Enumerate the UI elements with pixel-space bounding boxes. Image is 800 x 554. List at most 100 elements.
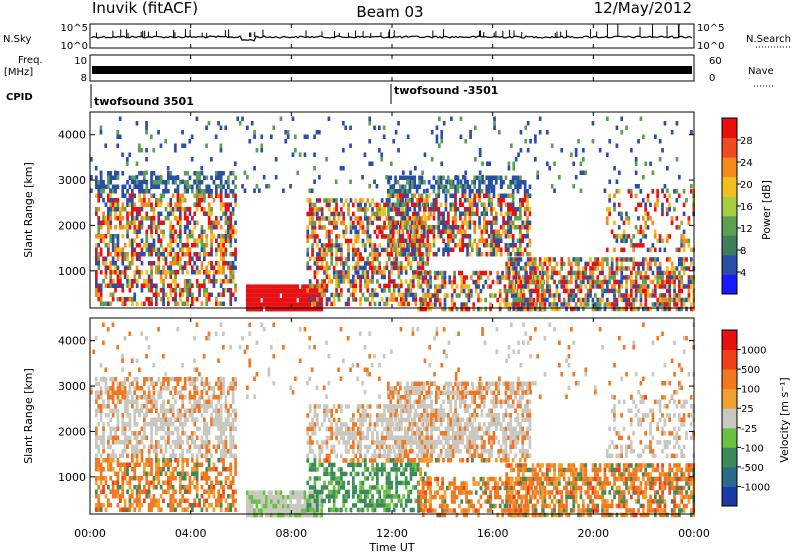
heatmap-cell	[229, 440, 233, 445]
heatmap-cell	[145, 471, 149, 476]
heatmap-cell	[514, 270, 518, 276]
heatmap-cell	[392, 243, 396, 248]
heatmap-cell	[107, 301, 110, 306]
heatmap-cell	[651, 257, 655, 262]
heatmap-cell	[627, 234, 631, 239]
heatmap-cell	[613, 284, 616, 289]
heatmap-cell	[111, 283, 115, 288]
heatmap-cell	[222, 234, 225, 239]
heatmap-cell	[466, 207, 469, 212]
heatmap-cell	[169, 422, 173, 427]
heatmap-cell	[426, 279, 430, 284]
heatmap-cell	[150, 503, 153, 508]
heatmap-cell	[403, 247, 407, 252]
heatmap-cell	[517, 306, 520, 312]
heatmap-cell	[191, 408, 194, 413]
heatmap-cell	[560, 302, 564, 307]
heatmap-cell	[649, 216, 652, 221]
heatmap-cell	[133, 207, 137, 212]
heatmap-cell	[229, 252, 233, 257]
heatmap-cell	[349, 179, 352, 184]
heatmap-cell	[126, 180, 129, 185]
heatmap-cell	[318, 297, 321, 303]
heatmap-cell	[368, 265, 372, 271]
heatmap-cell	[517, 284, 520, 289]
heatmap-cell	[560, 279, 564, 285]
heatmap-cell	[361, 256, 365, 262]
heatmap-cell	[594, 293, 597, 298]
heatmap-cell	[169, 462, 173, 467]
heatmap-cell	[174, 288, 177, 293]
heatmap-cell	[407, 261, 410, 266]
heatmap-cell	[289, 302, 292, 307]
heatmap-cell	[303, 284, 307, 289]
heatmap-cell	[181, 494, 185, 499]
heatmap-cell	[492, 207, 496, 212]
heatmap-cell	[418, 175, 421, 180]
heatmap-cell	[116, 435, 120, 440]
heatmap-cell	[174, 229, 177, 234]
heatmap-cell	[95, 211, 98, 216]
heatmap-cell	[387, 207, 390, 212]
heatmap-cell	[495, 216, 498, 221]
heatmap-cell	[485, 193, 489, 198]
heatmap-cell	[408, 243, 412, 248]
heatmap-cell	[344, 274, 348, 280]
heatmap-cell	[473, 220, 477, 225]
heatmap-cell	[641, 216, 645, 221]
heatmap-cell	[432, 225, 436, 230]
heatmap-cell	[205, 399, 209, 404]
heatmap-cell	[412, 292, 415, 298]
heatmap-cell	[682, 297, 686, 303]
heatmap-cell	[231, 292, 235, 297]
heatmap-cell	[487, 180, 491, 185]
heatmap-cell	[243, 188, 247, 193]
heatmap-cell	[95, 395, 98, 400]
heatmap-cell	[255, 184, 259, 189]
heatmap-cell	[99, 220, 103, 225]
heatmap-cell	[152, 381, 156, 386]
heatmap-cell	[438, 284, 442, 289]
heatmap-cell	[95, 256, 98, 261]
heatmap-cell	[207, 467, 211, 472]
heatmap-cell	[456, 229, 460, 234]
freq-trace	[92, 66, 692, 74]
heatmap-cell	[577, 288, 580, 294]
heatmap-cell	[396, 252, 400, 257]
heatmap-cell	[404, 198, 408, 203]
heatmap-cell	[207, 274, 211, 279]
heatmap-cell	[666, 188, 669, 193]
heatmap-cell	[550, 293, 554, 298]
heatmap-cell	[670, 279, 674, 285]
heatmap-cell	[642, 284, 645, 289]
heatmap-cell	[212, 180, 216, 185]
heatmap-cell	[159, 386, 163, 391]
heatmap-cell	[349, 220, 353, 226]
heatmap-cell	[131, 404, 134, 409]
heatmap-cell	[116, 238, 120, 243]
heatmap-cell	[618, 284, 621, 289]
heatmap-cell	[104, 476, 108, 481]
heatmap-cell	[553, 279, 556, 285]
heatmap-cell	[135, 121, 139, 126]
heatmap-cell	[186, 220, 189, 225]
heatmap-cell	[155, 449, 158, 454]
heatmap-cell	[632, 297, 636, 303]
heatmap-cell	[114, 170, 117, 175]
heatmap-cell	[434, 284, 437, 289]
heatmap-cell	[128, 386, 132, 391]
heatmap-cell	[95, 426, 98, 431]
heatmap-cell	[234, 198, 237, 203]
heatmap-cell	[622, 297, 626, 303]
heatmap-cell	[395, 297, 398, 302]
heatmap-cell	[258, 293, 261, 298]
heatmap-cell	[229, 494, 233, 499]
heatmap-cell	[495, 234, 498, 239]
heatmap-cell	[400, 198, 403, 203]
heatmap-cell	[344, 198, 348, 203]
heatmap-cell	[622, 257, 626, 262]
heatmap-cell	[164, 444, 168, 449]
heatmap-cell	[147, 471, 151, 476]
heatmap-cell	[286, 130, 290, 135]
heatmap-cell	[682, 247, 686, 253]
